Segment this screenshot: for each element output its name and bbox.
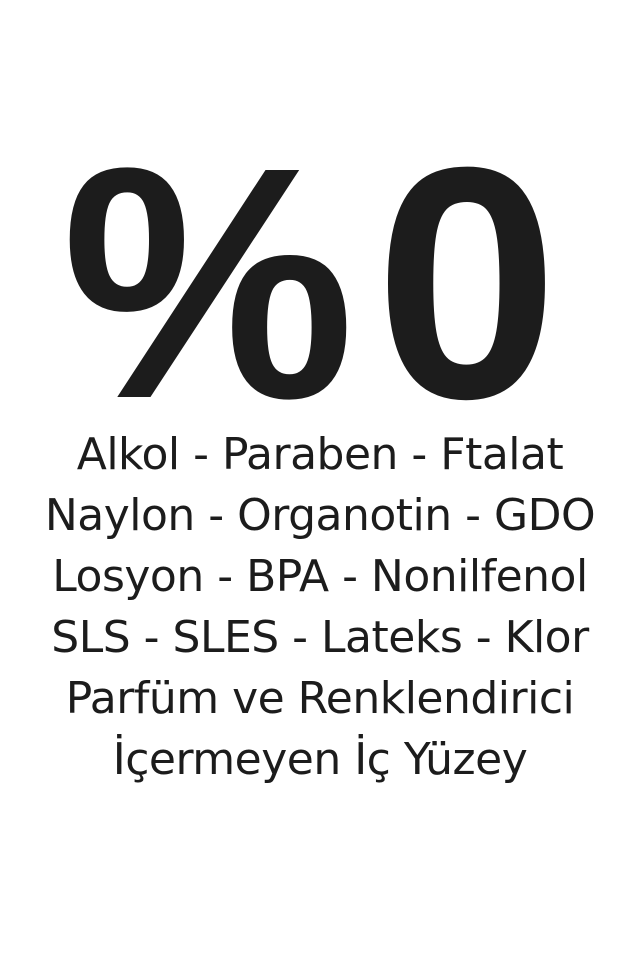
text-line: Naylon - Organotin - GDO (44, 490, 596, 541)
text-line: Alkol - Paraben - Ftalat (76, 429, 564, 480)
text-line: Losyon - BPA - Nonilfenol (52, 551, 588, 602)
zero-percent-headline: %0 (61, 98, 579, 467)
text-line: SLS - SLES - Lateks - Klor (51, 612, 589, 663)
text-line: Parfüm ve Renklendirici (65, 673, 575, 724)
text-line: İçermeyen İç Yüzey (112, 734, 528, 785)
ingredient-free-list: Alkol - Paraben - Ftalat Naylon - Organo… (0, 424, 640, 790)
